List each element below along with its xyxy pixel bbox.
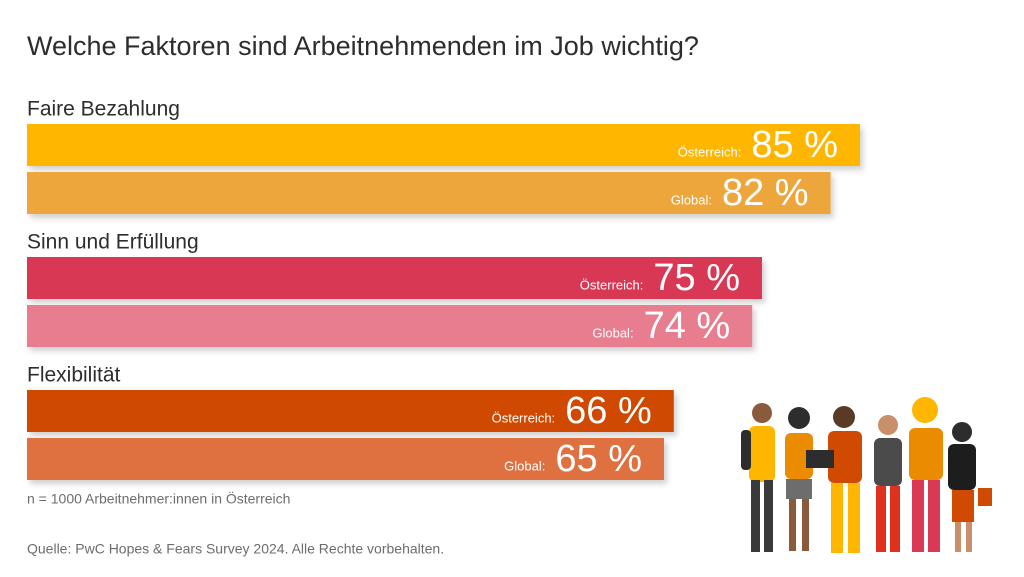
bar <box>27 305 753 347</box>
value-label: 85 % <box>751 124 838 166</box>
series-label: Österreich: <box>492 410 556 425</box>
value-label: 66 % <box>565 390 652 432</box>
bar <box>27 257 762 299</box>
source: Quelle: PwC Hopes & Fears Survey 2024. A… <box>27 541 444 557</box>
series-label: Österreich: <box>580 277 644 292</box>
category-label: Faire Bezahlung <box>27 98 180 121</box>
bar <box>27 438 664 480</box>
bar <box>27 390 674 432</box>
people-illustration <box>741 397 992 553</box>
category-label: Sinn und Erfüllung <box>27 231 199 254</box>
bar <box>27 124 860 166</box>
value-label: 75 % <box>653 257 740 299</box>
category-label: Flexibilität <box>27 364 121 387</box>
value-label: 65 % <box>555 438 642 480</box>
series-label: Global: <box>592 325 633 340</box>
bar <box>27 172 831 214</box>
sample-note: n = 1000 Arbeitnehmer:innen in Österreic… <box>27 490 290 507</box>
series-label: Österreich: <box>678 144 742 159</box>
value-label: 82 % <box>722 172 809 214</box>
series-label: Global: <box>671 192 712 207</box>
chart-title: Welche Faktoren sind Arbeitnehmenden im … <box>27 31 699 61</box>
value-label: 74 % <box>644 305 731 347</box>
series-label: Global: <box>504 458 545 473</box>
